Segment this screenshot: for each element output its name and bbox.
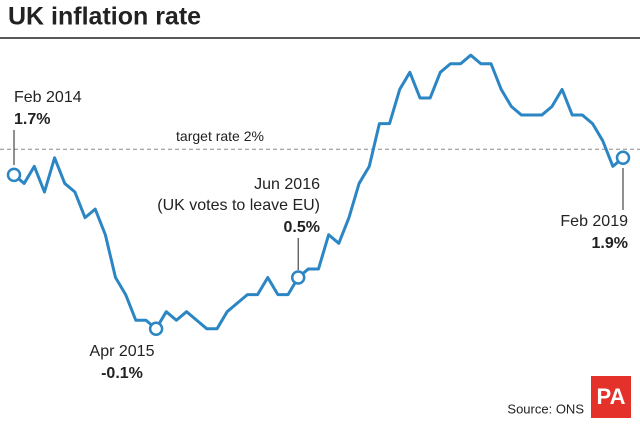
point-date: Feb 2019 [560,213,628,230]
value-label: 1.7% [14,111,50,128]
point-marker [148,321,164,337]
line [13,53,624,331]
point-marker [290,270,306,285]
source: Source: ONS [507,401,584,416]
point-marker [615,150,631,166]
logo: PA [597,384,626,409]
point-date: Jun 2016 [254,176,320,193]
chart-title: UK inflation rate [8,3,201,31]
target-label: target rate 2% [176,128,264,144]
logo-box [591,376,631,418]
value-label: 0.5% [284,219,320,236]
value-label: 1.9% [592,235,628,252]
point-date: Feb 2014 [14,89,82,106]
event-note: (UK votes to leave EU) [157,197,320,214]
point-marker [6,167,22,183]
point-date: Apr 2015 [90,343,155,360]
value-label: -0.1% [101,365,143,382]
